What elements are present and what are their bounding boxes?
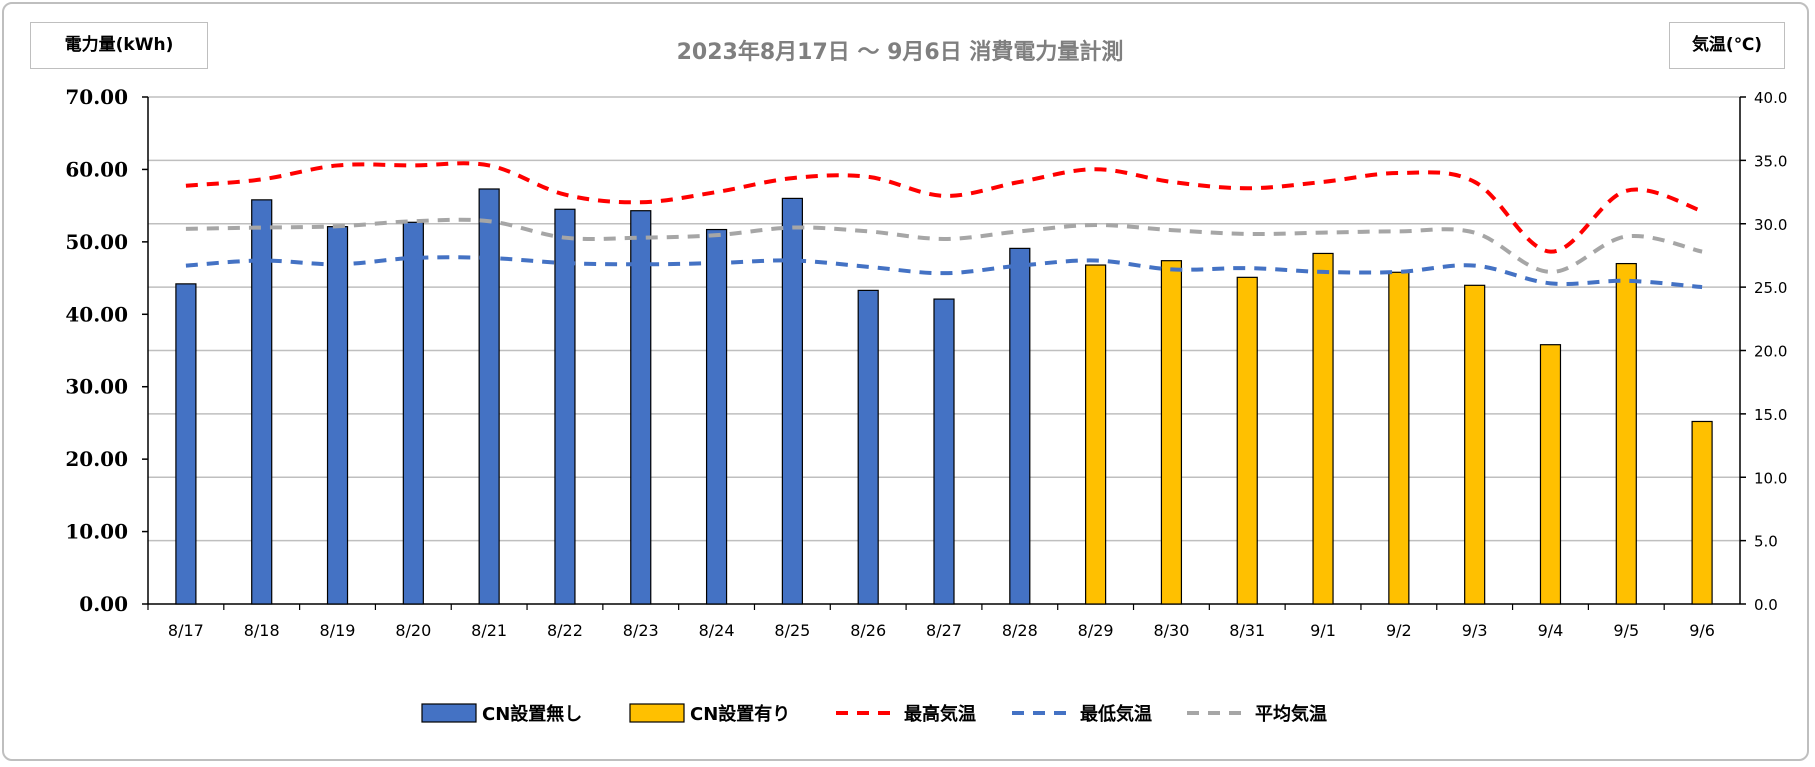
right-axis-unit-label: 気温(℃) xyxy=(1669,22,1785,69)
right-axis-tick-label: 10.0 xyxy=(1754,469,1787,487)
x-axis-tick-label: 9/2 xyxy=(1386,621,1412,640)
bar-no-cn xyxy=(630,210,652,605)
x-axis-tick-label: 8/30 xyxy=(1153,621,1189,640)
bar-no-cn xyxy=(554,208,576,605)
right-axis-tick-label: 40.0 xyxy=(1754,89,1787,107)
legend-item-no-cn: CN設置無し xyxy=(421,703,582,725)
legend-item-no-cn-swatch xyxy=(421,703,477,723)
left-axis-tick-label: 40.00 xyxy=(65,302,128,326)
legend-item-min-temp: 最低気温 xyxy=(1012,703,1152,725)
x-axis-tick-label: 8/27 xyxy=(926,621,962,640)
avg-temp-line xyxy=(185,217,1703,274)
bar-no-cn xyxy=(933,298,955,605)
left-axis-tick-label: 30.00 xyxy=(65,375,128,399)
bar-with-cn xyxy=(1539,344,1562,605)
left-axis-tick-label: 10.00 xyxy=(65,520,128,544)
right-axis-tick-label: 25.0 xyxy=(1754,279,1787,297)
bar-with-cn xyxy=(1615,262,1637,605)
bar-no-cn xyxy=(478,188,500,605)
chart-title: 2023年8月17日 ～ 9月6日 消費電力量計測 xyxy=(676,40,1124,65)
bar-no-cn xyxy=(857,289,879,605)
legend-item-max-temp-label: 最高気温 xyxy=(904,703,976,725)
x-axis-tick-label: 8/21 xyxy=(471,621,507,640)
x-axis-tick-label: 8/19 xyxy=(320,621,356,640)
x-axis-tick-label: 8/18 xyxy=(244,621,280,640)
left-axis-tick-label: 60.00 xyxy=(65,157,128,181)
bar-with-cn xyxy=(1085,264,1107,605)
bar-no-cn xyxy=(175,283,197,605)
right-axis-tick-label: 30.0 xyxy=(1754,216,1787,234)
left-axis-tick-label: 0.00 xyxy=(79,592,128,616)
bar-no-cn xyxy=(781,197,803,605)
legend-item-with-cn-label: CN設置有り xyxy=(690,703,790,725)
legend-item-min-temp-label: 最低気温 xyxy=(1080,703,1152,725)
bar-no-cn xyxy=(1009,247,1031,605)
x-axis-tick-label: 9/6 xyxy=(1689,621,1715,640)
legend-item-avg-temp-label: 平均気温 xyxy=(1255,703,1327,725)
legend-item-avg-temp: 平均気温 xyxy=(1187,703,1327,725)
x-axis-tick-label: 8/25 xyxy=(774,621,810,640)
x-axis-tick-label: 8/23 xyxy=(623,621,659,640)
x-axis-tick-label: 8/22 xyxy=(547,621,583,640)
x-axis-tick-label: 8/31 xyxy=(1229,621,1265,640)
bar-with-cn xyxy=(1691,420,1713,605)
legend-item-with-cn-swatch xyxy=(629,703,685,723)
right-axis-tick-label: 5.0 xyxy=(1754,533,1778,551)
x-axis-tick-label: 8/28 xyxy=(1002,621,1038,640)
x-axis-tick-label: 9/3 xyxy=(1462,621,1488,640)
bar-no-cn xyxy=(326,226,349,605)
left-axis-tick-label: 50.00 xyxy=(65,230,128,254)
left-axis-tick-label: 70.00 xyxy=(65,85,128,109)
bar-no-cn xyxy=(705,228,728,605)
bar-no-cn xyxy=(402,221,424,605)
right-axis-tick-label: 35.0 xyxy=(1754,152,1787,170)
right-axis-tick-label: 20.0 xyxy=(1754,343,1787,361)
x-axis-tick-label: 8/26 xyxy=(850,621,886,640)
legend-item-with-cn: CN設置有り xyxy=(629,703,790,725)
x-axis-tick-label: 8/20 xyxy=(395,621,431,640)
legend-item-max-temp: 最高気温 xyxy=(836,703,976,725)
legend-item-no-cn-label: CN設置無し xyxy=(482,703,582,725)
left-axis-tick-label: 20.00 xyxy=(65,447,128,471)
x-axis-tick-label: 9/4 xyxy=(1538,621,1564,640)
x-axis-tick-label: 8/29 xyxy=(1078,621,1114,640)
bar-with-cn xyxy=(1388,271,1410,605)
left-axis-unit-label: 電力量(kWh) xyxy=(30,22,208,69)
x-axis-tick-label: 9/1 xyxy=(1310,621,1336,640)
bar-no-cn xyxy=(251,199,273,605)
bar-with-cn xyxy=(1236,276,1258,605)
bar-with-cn xyxy=(1312,252,1334,605)
x-axis-tick-label: 8/17 xyxy=(168,621,204,640)
bar-with-cn xyxy=(1160,260,1183,605)
max-temp-line xyxy=(185,161,1703,254)
x-axis-tick-label: 9/5 xyxy=(1613,621,1639,640)
right-axis-tick-label: 15.0 xyxy=(1754,406,1787,424)
x-axis-tick-label: 8/24 xyxy=(699,621,735,640)
min-temp-line xyxy=(185,255,1703,290)
right-axis-tick-label: 0.0 xyxy=(1754,596,1778,614)
bar-with-cn xyxy=(1464,284,1486,605)
